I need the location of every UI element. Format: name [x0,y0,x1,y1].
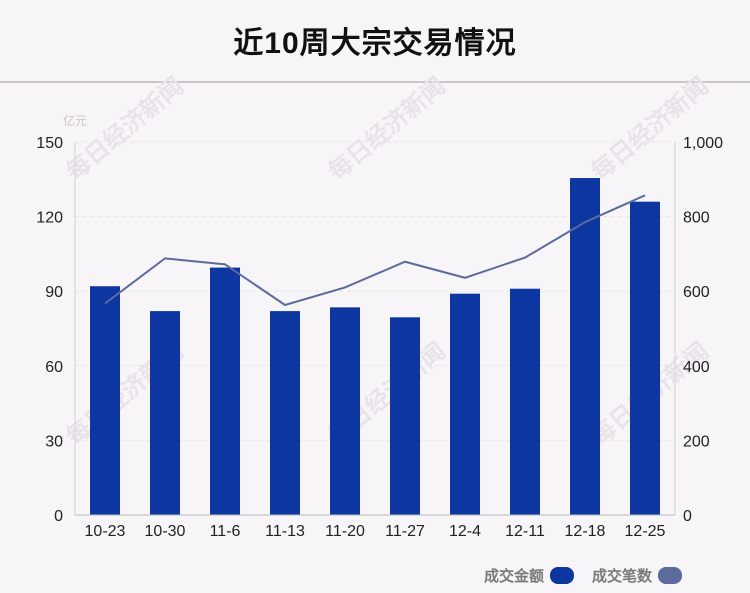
bar-10-30 [150,311,180,515]
left-tick-label: 60 [45,359,63,376]
legend-label-count: 成交笔数 [592,567,653,585]
left-axis-unit: 亿元 [63,113,87,128]
right-tick-label: 200 [683,433,710,450]
legend-swatch-count [658,566,683,584]
bar-12-18 [570,178,600,515]
x-tick-label: 10-23 [85,523,126,540]
x-tick-label: 12-4 [449,523,481,540]
bar-11-13 [270,311,300,515]
line-count [104,194,646,307]
x-tick-label: 11-20 [325,523,365,540]
bar-12-25 [630,201,660,515]
x-tick-label: 11-6 [210,523,241,540]
left-tick-label: 90 [45,284,63,301]
bar-10-23 [90,286,120,515]
title-divider [0,81,750,83]
right-tick-label: 1,000 [683,135,723,152]
chart-title: 近10周大宗交易情况 [233,27,517,60]
left-tick-label: 120 [36,210,63,227]
legend-item-amount: 成交金额 [484,565,575,586]
x-tick-label: 11-13 [265,523,305,540]
x-tick-label: 12-11 [505,523,545,540]
watermark-text: 每日经济新闻 [323,72,451,186]
bar-12-11 [510,288,540,515]
x-tick-label: 12-25 [625,523,666,540]
bars [90,178,660,515]
right-tick-label: 0 [683,508,692,525]
x-tick-label: 12-18 [565,523,606,540]
bar-12-4 [450,293,480,515]
left-tick-label: 150 [36,135,63,152]
line-series [104,194,646,307]
axes: 0 30 60 90 120 150 0 200 400 600 800 1,000 10-23 10-3… [36,113,723,540]
watermark-text: 每日经济新闻 [61,72,189,186]
left-tick-label: 0 [54,508,63,525]
bar-11-27 [390,317,420,515]
legend-label-amount: 成交金额 [484,567,545,585]
right-tick-label: 800 [683,210,710,227]
right-tick-label: 600 [683,284,710,301]
x-tick-label: 10-30 [145,523,186,540]
right-tick-label: 400 [683,359,710,376]
bar-11-6 [210,267,240,515]
x-tick-label: 11-27 [385,523,425,540]
legend-swatch-amount [550,566,575,584]
left-tick-label: 30 [45,433,63,450]
watermark-text: 每日经济新闻 [586,72,714,186]
bar-11-20 [330,307,360,515]
legend-item-count: 成交笔数 [592,565,683,586]
legend: 成交金额 成交笔数 [484,562,683,588]
